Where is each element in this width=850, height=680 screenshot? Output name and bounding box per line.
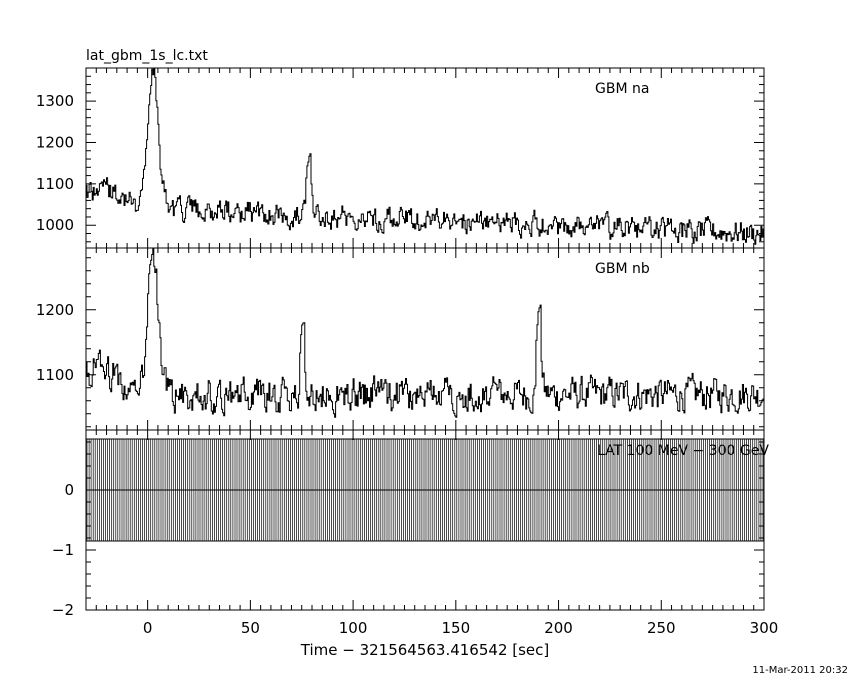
panel-label: GBM na <box>595 81 649 97</box>
file-title: lat_gbm_1s_lc.txt <box>86 48 208 64</box>
panel-1: 1000 1100 1200 1300 GBM na <box>36 67 765 249</box>
panel-3: −2 −1 0 LAT 100 MeV − 300 GeV <box>52 429 769 619</box>
panel-label: GBM nb <box>595 261 650 277</box>
y-tick-label: 1100 <box>36 366 74 384</box>
y-tick-label: 1300 <box>36 92 74 110</box>
x-tick-label: 250 <box>647 619 676 637</box>
x-tick-label: 0 <box>143 619 153 637</box>
x-tick-label: 50 <box>241 619 260 637</box>
y-tick-label: 1100 <box>36 175 74 193</box>
y-tick-label: 1200 <box>36 133 74 151</box>
y-tick-label: −1 <box>52 541 74 559</box>
y-tick-label: 1200 <box>36 301 74 319</box>
y-tick-label: −2 <box>52 601 74 619</box>
x-tick-label: 300 <box>750 619 779 637</box>
light-curve-1 <box>86 67 764 245</box>
x-axis-label: Time − 321564563.416542 [sec] <box>300 641 550 659</box>
x-tick-label: 200 <box>544 619 573 637</box>
panel-label: LAT 100 MeV − 300 GeV <box>597 443 769 459</box>
x-tick-label: 100 <box>339 619 368 637</box>
x-tick-label: 150 <box>441 619 470 637</box>
timestamp: 11-Mar-2011 20:32 <box>752 665 848 676</box>
light-curve-2 <box>86 247 764 418</box>
lat-error-bars <box>86 439 764 541</box>
panel-frame <box>85 67 765 249</box>
y-tick-label: 0 <box>64 481 74 499</box>
panel-2: 1100 1200 GBM nb <box>36 247 765 431</box>
y-tick-label: 1000 <box>36 216 74 234</box>
